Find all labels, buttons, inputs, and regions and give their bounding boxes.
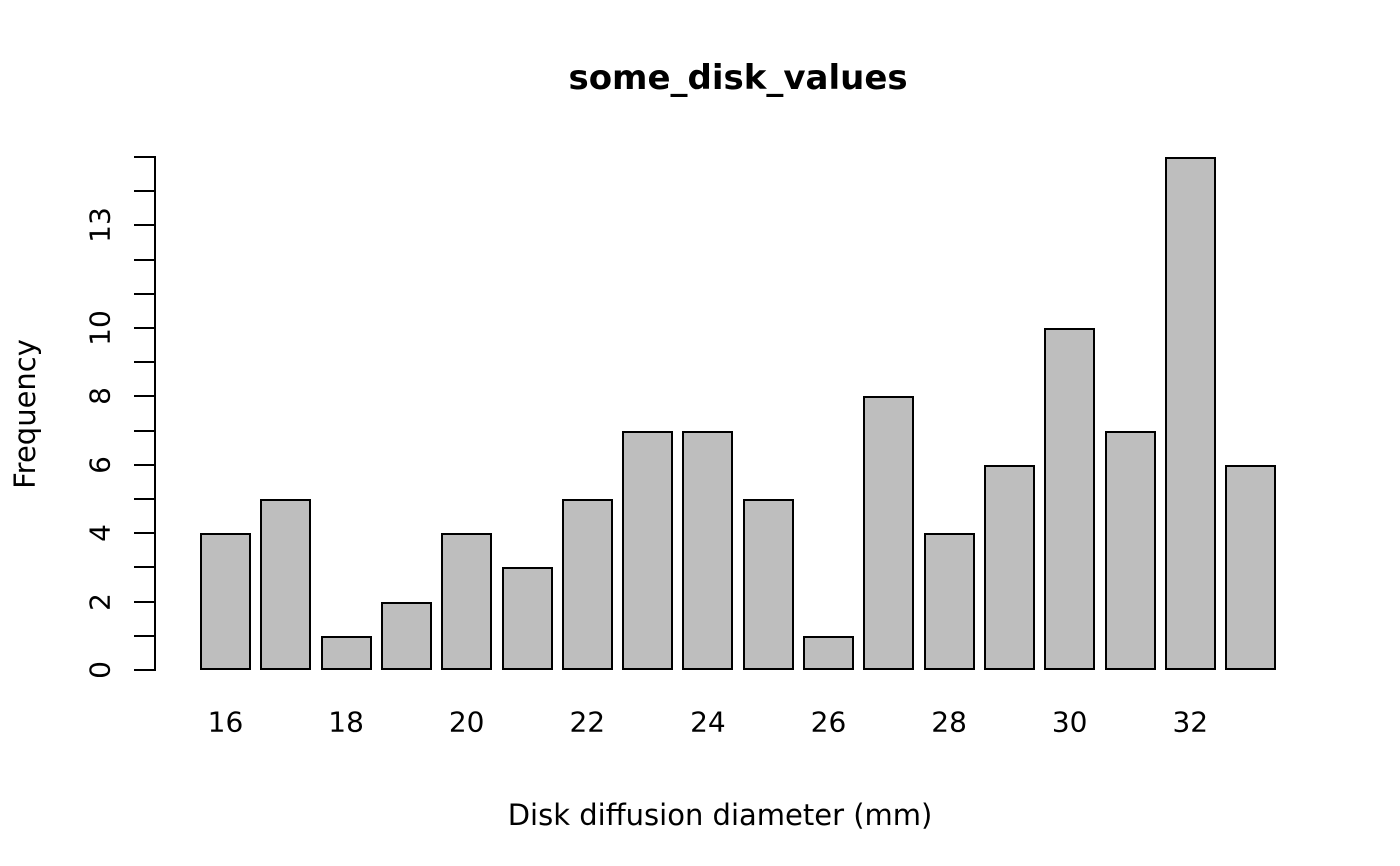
y-axis-tick [134,463,154,466]
histogram-bar [1164,157,1216,670]
y-axis-tick [134,156,154,158]
y-axis-tick [134,669,154,671]
y-axis-tick [134,292,154,295]
y-tick-label: 2 [83,592,117,611]
histogram-bar [742,499,794,670]
histogram-bar [561,499,613,670]
y-axis-tick [134,361,154,364]
y-tick-label: 13 [83,207,117,244]
y-axis-tick [134,327,154,329]
x-tick-label: 16 [207,705,244,739]
y-axis-tick [134,600,154,603]
x-axis-title: Disk diffusion diameter (mm) [507,798,933,832]
y-axis-tick [134,258,154,261]
x-tick-label: 26 [810,705,847,739]
y-axis-tick [134,395,154,398]
y-axis-tick [134,634,154,637]
x-tick-label: 30 [1051,705,1088,739]
x-tick-label: 24 [690,705,726,739]
y-axis-tick [134,224,154,227]
histogram-bar [320,635,372,670]
histogram-bar [260,499,312,670]
y-axis-title: Frequency [8,338,42,489]
y-axis-line [154,156,156,671]
y-axis-tick [134,566,154,569]
y-tick-label: 0 [83,661,117,679]
y-tick-label: 8 [83,387,117,406]
y-axis-tick [134,190,154,193]
histogram-bar [1104,430,1156,670]
y-axis-tick [134,498,154,500]
y-axis-tick [134,429,154,432]
x-tick-label: 20 [448,705,485,739]
y-axis-tick [134,532,154,535]
histogram-bar [1044,328,1096,670]
histogram-bar [380,601,432,670]
histogram-bar [803,635,854,670]
histogram-bar [923,533,975,670]
y-tick-label: 10 [83,310,117,346]
histogram-bar [983,464,1035,670]
histogram-bar [863,396,915,670]
chart-title: some_disk_values [568,58,908,98]
histogram-bar [441,533,493,670]
x-tick-label: 28 [931,705,967,739]
histogram-bar [1225,464,1277,670]
x-tick-label: 18 [328,705,364,739]
histogram-bar [501,567,553,670]
histogram-bar [200,533,251,670]
y-tick-label: 6 [83,455,117,474]
histogram-bar [622,430,674,670]
y-tick-label: 4 [83,524,117,543]
histogram-bar [682,430,734,670]
x-tick-label: 22 [569,705,606,739]
x-tick-label: 32 [1172,705,1209,739]
